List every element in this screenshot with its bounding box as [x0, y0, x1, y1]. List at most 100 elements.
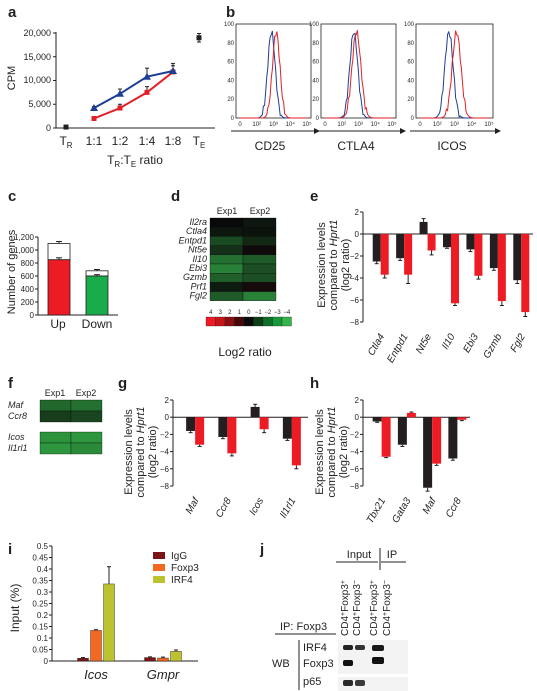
- panel-d-cell: [242, 245, 277, 255]
- panel-e-bar: [380, 234, 389, 275]
- panel-g-ylabel-line3: (log2 ratio): [147, 426, 159, 479]
- panel-h-xtick: Maf: [421, 495, 439, 516]
- panel-d-cell: [209, 254, 244, 265]
- panel-c-label: c: [8, 188, 16, 205]
- panel-d-scale-swatch: [243, 316, 254, 327]
- panel-e-bar: [466, 234, 475, 250]
- panel-a-control-point: [196, 35, 202, 41]
- panel-d-scale-tick: −2: [264, 310, 272, 316]
- panel-i-ytick: 0.4: [37, 565, 49, 574]
- panel-a-xtick: TR: [59, 134, 72, 150]
- panel-b-xtick: 10²: [337, 122, 346, 128]
- panel-a-label: a: [8, 4, 17, 21]
- panel-b-ytick: 60: [312, 60, 319, 66]
- panel-d: d Exp1 Exp2 Il2raCtla4Entpd1Nt5eIl10Ebi3…: [171, 188, 292, 359]
- panel-b-xtick: 10³: [354, 122, 363, 128]
- panel-b-histogram-icos: 0 20 40 60 80 100 0 10² 10³ 10⁴ 10⁵: [404, 22, 494, 128]
- panel-d-scale-swatch: [205, 316, 216, 327]
- panel-b-ytick: 40: [407, 78, 414, 84]
- panel-d-cell: [209, 227, 244, 237]
- panel-b-xlabel-ctla4: CTLA4: [337, 139, 375, 153]
- panel-c-bar: [47, 259, 71, 316]
- panel-d-cell: [242, 254, 277, 265]
- panel-g-ytick: −6: [160, 465, 170, 474]
- panel-b-frame: [320, 23, 397, 119]
- panel-j-group-input: Input: [347, 549, 371, 561]
- panel-e-bar: [443, 234, 451, 248]
- panel-b-xtick: 10⁴: [467, 121, 477, 128]
- panel-b-curve-red: [240, 31, 307, 119]
- panel-b-curve-red: [420, 30, 489, 119]
- panel-g-ylabel: Expression levels compared to Hprt1 (log…: [123, 406, 159, 497]
- panel-i-ytick: 0.45: [32, 554, 48, 563]
- panel-b-histograms: 0 20 40 60 80 100 0 10² 10³ 10⁴ 10⁵ 0 20 40 60 80 100 0 10…: [224, 22, 494, 128]
- panel-b-arrowhead: [495, 128, 501, 134]
- blot-band: [372, 645, 384, 651]
- panel-a-xtick: 1:1: [86, 134, 103, 148]
- legend-label-foxp3: Foxp3: [171, 563, 199, 574]
- panel-i-bar: [157, 657, 169, 662]
- panel-a-series-line-0: [93, 71, 174, 120]
- panel-d-scale-tick: −1: [255, 310, 263, 316]
- panel-c-ytick: 0: [30, 311, 35, 320]
- panel-a-control-point: [63, 124, 69, 130]
- legend-swatch-igg: [153, 552, 165, 559]
- panel-b-frame: [235, 23, 312, 119]
- panel-f-cell: [39, 431, 72, 444]
- panel-i-ylabel: Input (%): [8, 584, 22, 633]
- panel-b-histogram-ctla4: 0 20 40 60 80 100 0 10² 10³ 10⁴ 10⁵: [309, 22, 397, 128]
- panel-b-xtick: 0: [418, 122, 422, 128]
- panel-b-ytick: 80: [407, 41, 414, 47]
- panel-d-scale-tick: −4: [283, 310, 291, 316]
- panel-a-xtick: 1:8: [165, 134, 182, 148]
- panel-i-ytick: 0.05: [32, 646, 48, 655]
- panel-a-xtick: 1:4: [139, 134, 156, 148]
- panel-i-ytick: 0.15: [32, 623, 48, 632]
- panel-a-ytick: 20,000: [23, 28, 51, 38]
- panel-i-bar: [77, 658, 89, 662]
- panel-d-cell: [242, 263, 277, 274]
- panel-a-xticks: TR 1:1 1:2 1:4 1:8 TE: [59, 134, 205, 150]
- panel-i-label: i: [8, 541, 12, 558]
- panel-d-label: d: [171, 188, 180, 205]
- panel-g-bar: [291, 417, 301, 466]
- panel-a-point: [143, 72, 151, 80]
- panel-a-yticks: 0 5,000 10,000 15,000 20,000: [23, 28, 51, 133]
- panel-i-plot: 0 0.05 0.1 0.15 0.2 0.25 0.3 0.35 0.4 0.45 0.5 Icos…: [32, 542, 198, 682]
- panel-g-ytick: −4: [160, 448, 170, 457]
- panel-e-ytick: −6: [350, 296, 360, 305]
- panel-d-cell: [209, 291, 244, 301]
- panel-j-label: j: [259, 541, 264, 558]
- panel-f-cell: [39, 442, 72, 455]
- panel-d-cell: [209, 282, 244, 292]
- panel-h-bar: [457, 417, 467, 420]
- panel-e-bar: [396, 234, 405, 259]
- panel-b-ytick: 40: [227, 78, 234, 84]
- panel-g-xtick: Il1rl1: [278, 496, 298, 520]
- panel-d-row-label: Entpd1: [178, 235, 207, 245]
- panel-d-scale-swatch: [224, 316, 235, 327]
- panel-e-ylabel: Expression levels compared to Hprt1 (log…: [316, 219, 352, 310]
- panel-d-color-scale: 4 3 2 1 0 −1 −2 −3 −4: [205, 310, 292, 327]
- panel-b-xtick: 10⁵: [484, 121, 494, 128]
- panel-f-cell: [70, 442, 103, 455]
- blot-band: [372, 657, 384, 664]
- panel-b-ytick: 0: [231, 116, 235, 122]
- panel-h-ylabel: Expression levels compared to Hprt1 (log…: [314, 406, 350, 497]
- panel-e-ylabel-line2: compared to Hprt1: [328, 219, 340, 310]
- panel-e-bar: [404, 234, 413, 275]
- panel-e-ylabel-line1: Expression levels: [316, 222, 328, 308]
- legend-label-igg: IgG: [171, 551, 187, 562]
- panel-a-ytick: 5,000: [28, 99, 51, 109]
- panel-c-ytick: 600: [21, 272, 35, 281]
- blot-band: [355, 680, 365, 686]
- panel-b-curve-red: [325, 30, 392, 119]
- panel-g-plot: 2 0 −2 −4 −6 −8 Maf Ccr8 Icos Il1rl1: [160, 396, 308, 520]
- panel-e-label: e: [310, 188, 318, 205]
- panel-b-label: b: [226, 4, 235, 21]
- panel-a-point: [90, 104, 98, 112]
